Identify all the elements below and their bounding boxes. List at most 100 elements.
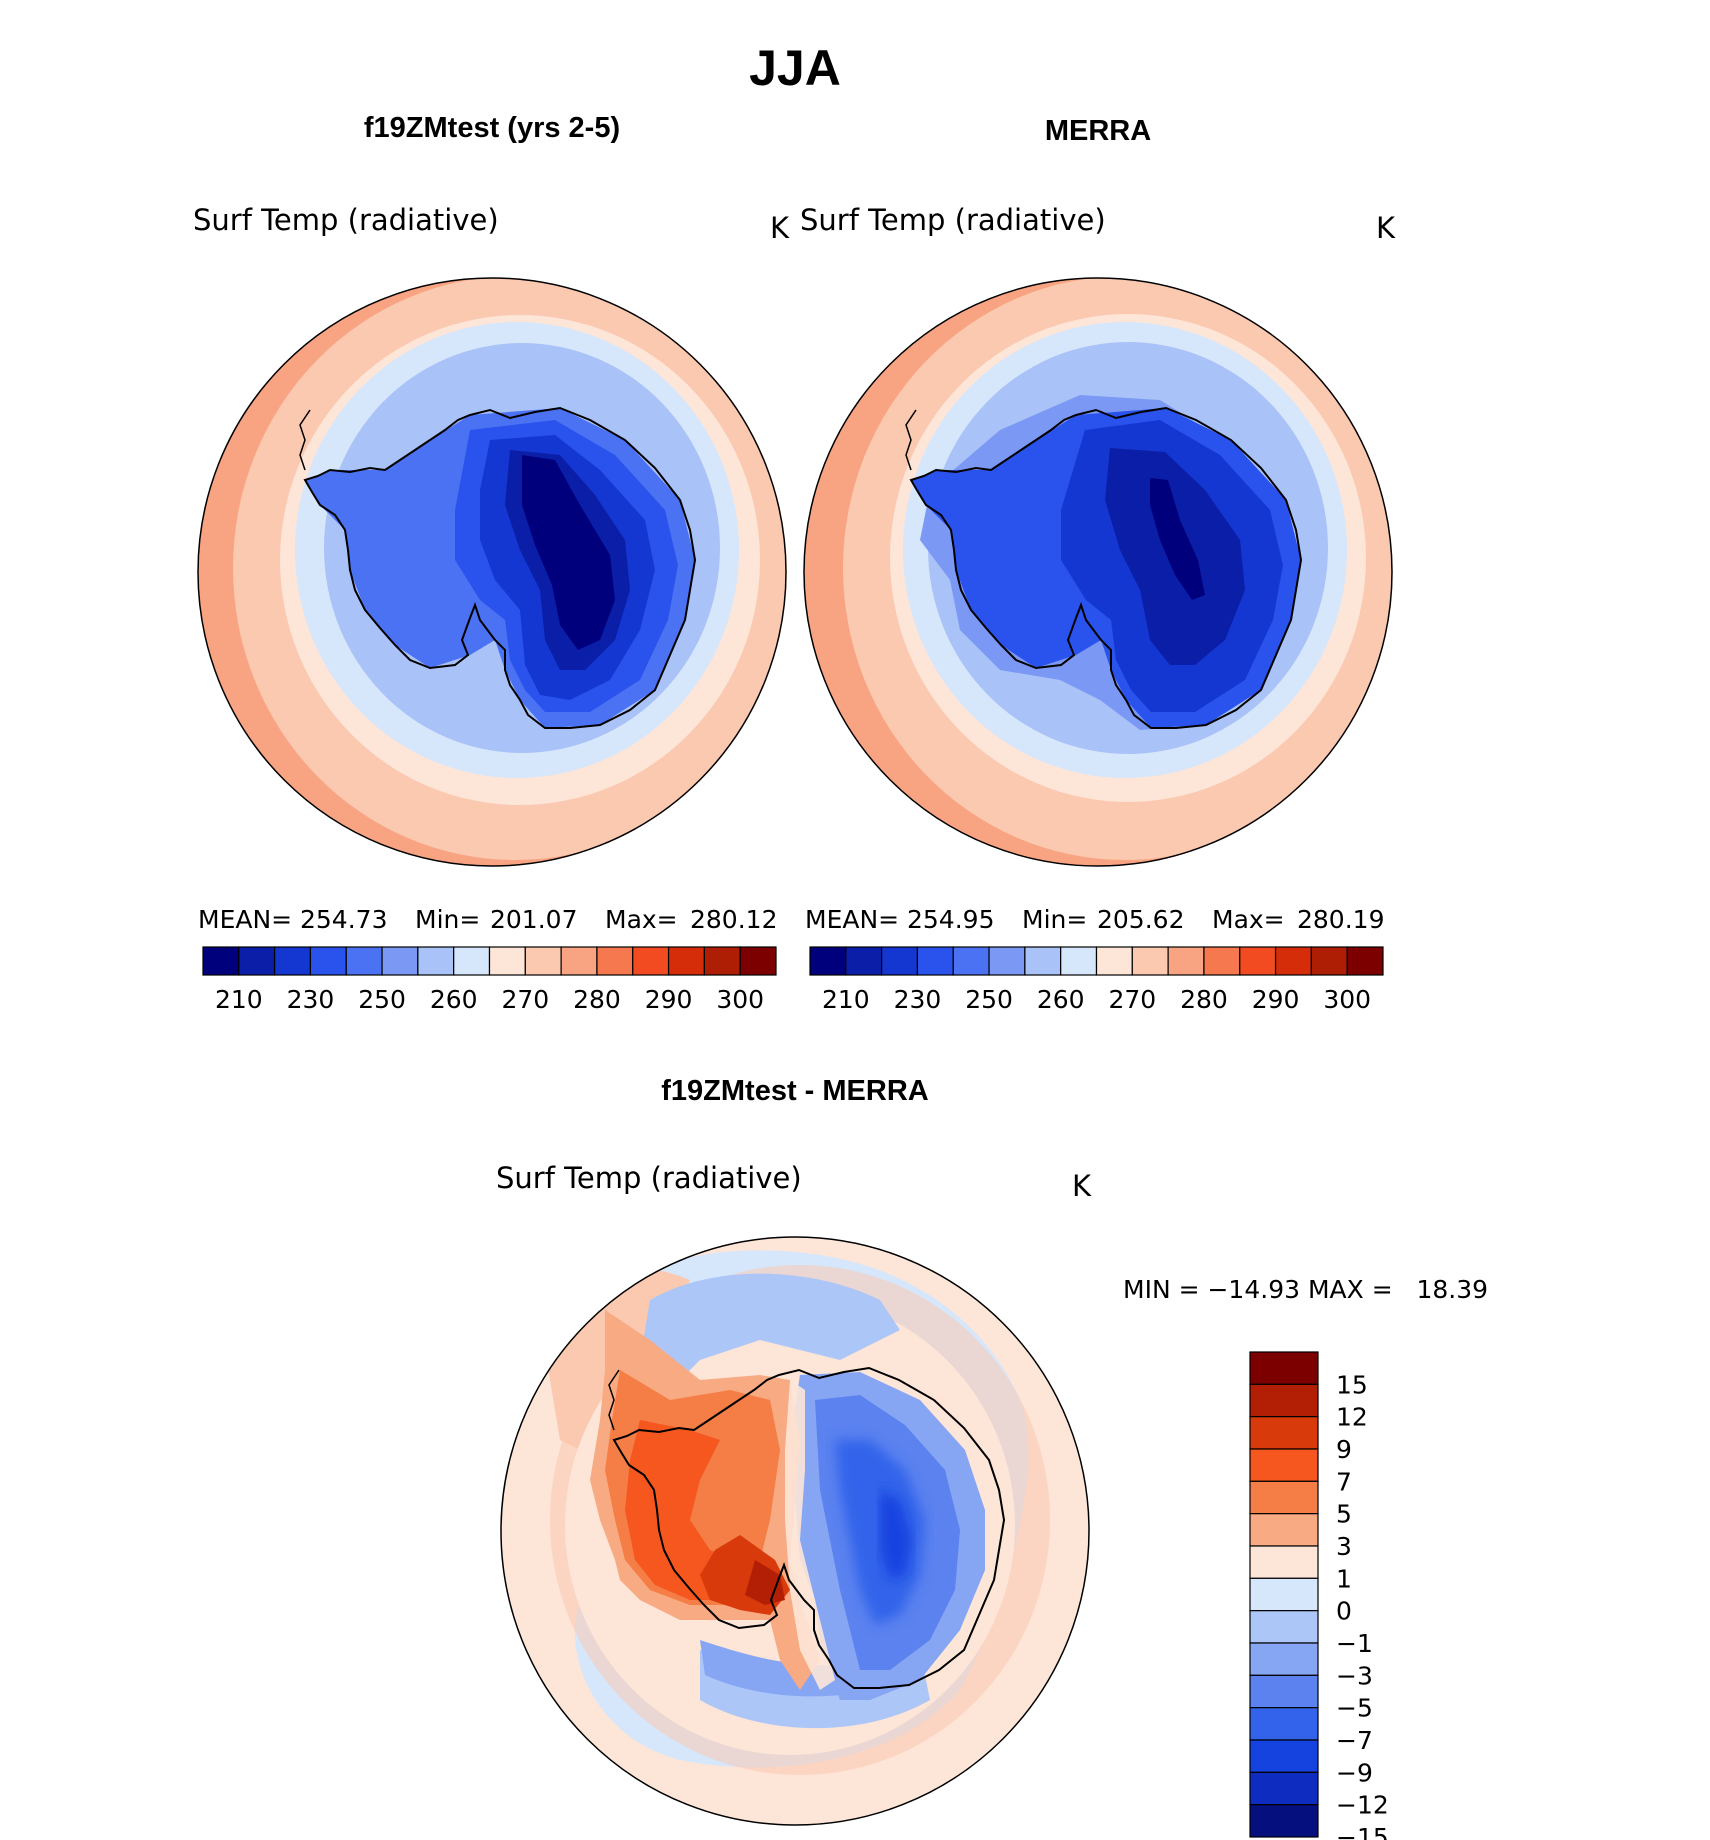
stats-line: MEAN= 254.73 Min= 201.07 Max= 280.12	[198, 905, 777, 934]
colorbar-tick-label: 5	[1336, 1500, 1352, 1529]
colorbar-swatch	[809, 946, 847, 976]
colorbar-tick-label: 300	[716, 985, 764, 1014]
colorbar-swatch	[453, 946, 491, 976]
units-label: K	[770, 211, 790, 245]
units-label: K	[1072, 1169, 1092, 1203]
min-label: Min=	[1022, 905, 1087, 934]
min-max-readout: MIN = −14.93 MAX = 18.39	[1123, 1275, 1488, 1304]
colorbar-swatch	[1249, 1480, 1319, 1515]
stats-line: MEAN= 254.95 Min= 205.62 Max= 280.19	[805, 905, 1384, 934]
colorbar-swatch	[1249, 1513, 1319, 1547]
colorbar-swatch	[488, 946, 526, 976]
colorbar-swatch	[202, 946, 240, 976]
mean-value: 254.73	[300, 905, 387, 934]
colorbar-swatch	[703, 946, 741, 976]
colorbar-swatch	[238, 946, 276, 976]
colorbar-swatch	[1239, 946, 1277, 976]
colorbar-tick-label: 0	[1336, 1597, 1352, 1626]
colorbar-tick-label: 280	[573, 985, 621, 1014]
colorbar-swatch	[1249, 1642, 1319, 1676]
colorbar-swatch	[274, 946, 312, 976]
colorbar-tick-label: 270	[501, 985, 549, 1014]
colorbar-swatch	[1249, 1674, 1319, 1709]
panel-header: f19ZMtest - MERRA	[661, 1075, 929, 1107]
colorbar-swatch	[952, 946, 990, 976]
coastline	[909, 406, 1303, 729]
colorbar-swatch	[1060, 946, 1098, 976]
colorbar-tick-label: −12	[1336, 1791, 1389, 1820]
colorbar-tick-label: 250	[358, 985, 406, 1014]
colorbar-swatch	[1310, 946, 1348, 976]
colorbar-swatch	[1131, 946, 1169, 976]
coastline	[303, 406, 697, 729]
colorbar-swatch	[560, 946, 598, 976]
colorbar: 210 230 250 260 270 280 290 300	[202, 946, 777, 1014]
colorbar-swatch	[1249, 1739, 1319, 1773]
colorbar-tick-label: 260	[430, 985, 478, 1014]
colorbar-swatch	[1249, 1577, 1319, 1612]
diff-colorbar: 15 12 9 7 5 3 1 0 −1 −3 −5 −7 −9 −12 −15	[1249, 1351, 1389, 1840]
max-value: 280.12	[690, 905, 777, 934]
colorbar-swatch	[1203, 946, 1241, 976]
colorbar-swatch	[1167, 946, 1205, 976]
colorbar-tick-label: 3	[1336, 1532, 1352, 1561]
colorbar-swatch	[1024, 946, 1062, 976]
colorbar-swatch	[916, 946, 954, 976]
colorbar-swatch	[417, 946, 455, 976]
min-value: 201.07	[490, 905, 577, 934]
colorbar-swatch	[1249, 1351, 1319, 1385]
colorbar-swatch	[1249, 1416, 1319, 1450]
colorbar-swatch	[1095, 946, 1133, 976]
panel-header: MERRA	[1045, 115, 1151, 147]
panel-header: f19ZMtest (yrs 2-5)	[364, 112, 620, 144]
colorbar-swatch	[1274, 946, 1312, 976]
colorbar-tick-label: −7	[1336, 1726, 1373, 1755]
colorbar-tick-label: −15	[1336, 1823, 1389, 1840]
max-value: 280.19	[1297, 905, 1384, 934]
colorbar-tick-label: 210	[822, 985, 870, 1014]
min-label: Min=	[415, 905, 480, 934]
colorbar-tick-label: 230	[287, 985, 335, 1014]
colorbar-swatch	[988, 946, 1026, 976]
panel-obs: MERRA Surf Temp (radiative) K MEAN= 254.…	[800, 115, 1396, 1014]
polar-map	[804, 278, 1392, 866]
coastline	[612, 1366, 1006, 1689]
colorbar-tick-label: 280	[1180, 985, 1228, 1014]
colorbar-tick-label: 270	[1108, 985, 1156, 1014]
colorbar-swatch	[596, 946, 634, 976]
units-label: K	[1376, 211, 1396, 245]
variable-label: Surf Temp (radiative)	[496, 1161, 802, 1195]
colorbar-tick-label: 12	[1336, 1403, 1368, 1432]
colorbar-tick-label: 300	[1323, 985, 1371, 1014]
colorbar-tick-label: −5	[1336, 1694, 1373, 1723]
panel-diff: f19ZMtest - MERRA Surf Temp (radiative) …	[496, 1075, 1488, 1840]
polar-map	[501, 1237, 1089, 1825]
colorbar-swatch	[667, 946, 705, 976]
colorbar-swatch	[1249, 1804, 1319, 1838]
colorbar-tick-label: −1	[1336, 1629, 1373, 1658]
colorbar-tick-label: 1	[1336, 1564, 1352, 1593]
colorbar-swatch	[632, 946, 670, 976]
panel-model: f19ZMtest (yrs 2-5) Surf Temp (radiative…	[193, 112, 790, 1014]
colorbar-swatch	[1249, 1771, 1319, 1806]
colorbar-swatch	[845, 946, 883, 976]
min-value: 205.62	[1097, 905, 1184, 934]
colorbar-tick-label: 210	[215, 985, 263, 1014]
colorbar-swatch	[1249, 1707, 1319, 1741]
colorbar-swatch	[1346, 946, 1384, 976]
colorbar-swatch	[1249, 1545, 1319, 1579]
colorbar-swatch	[524, 946, 562, 976]
mean-value: 254.95	[907, 905, 994, 934]
colorbar-tick-label: 250	[965, 985, 1013, 1014]
colorbar-tick-label: 230	[894, 985, 942, 1014]
figure-title: JJA	[749, 40, 841, 96]
colorbar-swatch	[739, 946, 777, 976]
colorbar: 210 230 250 260 270 280 290 300	[809, 946, 1384, 1014]
max-label: Max=	[605, 905, 678, 934]
colorbar-tick-label: 290	[645, 985, 693, 1014]
colorbar-swatch	[1249, 1610, 1319, 1644]
colorbar-tick-label: 290	[1252, 985, 1300, 1014]
colorbar-swatch	[1249, 1383, 1319, 1418]
variable-label: Surf Temp (radiative)	[193, 203, 499, 237]
